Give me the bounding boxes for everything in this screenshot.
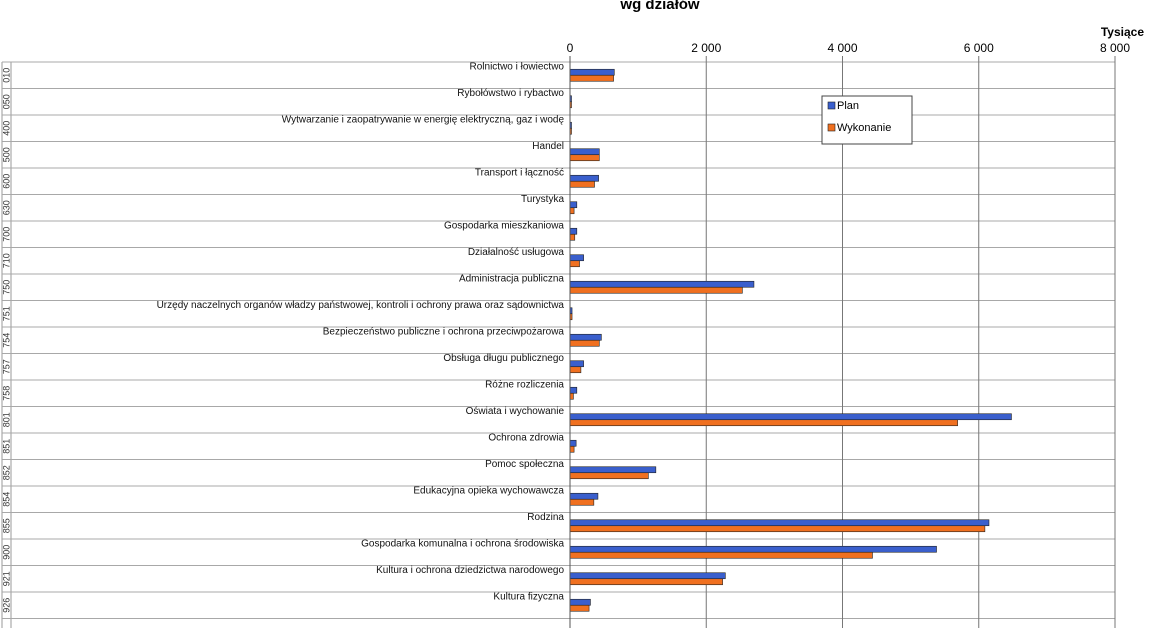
category-code: 757 (2, 359, 12, 374)
category-label: Różne rozliczenia (485, 379, 564, 390)
legend-entry: Plan (837, 100, 859, 112)
legend-swatch (827, 123, 836, 132)
bar-wykonanie (569, 74, 614, 82)
bar-wykonanie (569, 525, 986, 533)
bar-wykonanie (569, 419, 958, 427)
category-code: 926 (2, 598, 12, 613)
category-code: 630 (2, 200, 12, 215)
category-label: Oświata i wychowanie (466, 406, 565, 417)
chart-title: wg działów (619, 0, 700, 13)
x-tick-label: 2 000 (691, 41, 721, 55)
category-code: 921 (2, 571, 12, 586)
legend-swatch (827, 101, 836, 110)
category-code: 500 (2, 147, 12, 162)
bar-plan (569, 545, 937, 553)
x-axis-tick-labels: 0 2 000 4 000 6 000 8 000 (567, 41, 1131, 55)
legend-entry: Wykonanie (837, 122, 891, 134)
category-label: Ochrona zdrowia (488, 432, 564, 443)
category-code: 050 (2, 94, 12, 109)
category-label: Rybołówstwo i rybactwo (457, 88, 564, 99)
bar-plan (569, 466, 657, 474)
bar-wykonanie (569, 154, 600, 162)
category-label: Pomoc społeczna (485, 459, 564, 470)
category-code: 801 (2, 412, 12, 427)
legend-box (821, 95, 913, 145)
bar-plan (569, 519, 990, 527)
legend: Plan Wykonanie (821, 95, 913, 145)
x-tick-label: 6 000 (964, 41, 994, 55)
bar-plan (569, 386, 578, 394)
category-label: Rolnictwo i łowiectwo (470, 61, 565, 72)
category-code-column (1, 62, 12, 628)
category-label: Administracja publiczna (459, 273, 564, 284)
category-code: 751 (2, 306, 12, 321)
bar-wykonanie (569, 260, 580, 268)
bar-wykonanie (569, 498, 595, 506)
category-label: Gospodarka komunalna i ochrona środowisk… (361, 538, 564, 549)
bar-plan (569, 280, 755, 288)
bar-wykonanie (569, 445, 575, 453)
category-label: Transport i łączność (475, 167, 564, 178)
x-tick-label: 4 000 (827, 41, 857, 55)
bar-wykonanie (569, 392, 574, 400)
bar-plan (569, 174, 599, 182)
category-labels: Rolnictwo i łowiectwo Rybołówstwo i rybac… (157, 61, 565, 602)
category-code: 400 (2, 121, 12, 136)
bar-plan (569, 148, 600, 156)
bar-plan (569, 227, 578, 235)
category-code: 758 (2, 386, 12, 401)
x-tick-label: 8 000 (1100, 41, 1130, 55)
bar-plan (569, 413, 1012, 421)
category-code: 600 (2, 174, 12, 189)
bar-wykonanie (569, 551, 873, 559)
unit-label: Tysiące (1101, 25, 1144, 39)
category-label: Rodzina (527, 512, 564, 523)
category-code: 851 (2, 439, 12, 454)
bar-wykonanie (569, 339, 600, 347)
category-code: 854 (2, 492, 12, 507)
category-codes: 010 050 400 500 600 630 700 710 750 751 754 757 758 8… (2, 68, 12, 613)
bar-wykonanie (569, 604, 590, 612)
bar-wykonanie (569, 233, 576, 241)
category-label: Turystyka (521, 194, 564, 205)
category-code: 750 (2, 280, 12, 295)
category-code: 010 (2, 68, 12, 83)
category-label: Kultura fizyczna (493, 591, 564, 602)
bar-plan (569, 598, 591, 606)
gridlines (705, 56, 1116, 628)
category-code: 700 (2, 227, 12, 242)
category-label: Obsługa długu publicznego (443, 353, 564, 364)
category-label: Kultura i ochrona dziedzictwa narodowego (376, 565, 564, 576)
category-code: 754 (2, 333, 12, 348)
bar-wykonanie (569, 180, 595, 188)
category-label: Bezpieczeństwo publiczne i ochrona przec… (323, 326, 565, 337)
bar-wykonanie (569, 472, 649, 480)
row-separators (2, 61, 1115, 619)
category-label: Działalność usługowa (468, 247, 565, 258)
bar-wykonanie (569, 578, 723, 586)
bar-wykonanie (569, 286, 743, 294)
bar-plan (569, 68, 615, 76)
bars (569, 68, 1012, 612)
category-label: Handel (532, 141, 564, 152)
bar-plan (569, 254, 584, 262)
bar-plan (569, 572, 726, 580)
x-tick-label: 0 (567, 41, 574, 55)
bar-plan (569, 492, 599, 500)
category-code: 900 (2, 545, 12, 560)
bar-plan (569, 360, 584, 368)
category-label: Edukacyjna opieka wychowawcza (413, 485, 564, 496)
bar-plan (569, 201, 578, 209)
category-code: 710 (2, 253, 12, 268)
category-code: 852 (2, 465, 12, 480)
category-label: Urzędy naczelnych organów władzy państwo… (157, 300, 565, 311)
bar-plan (569, 439, 577, 447)
bar-plan (569, 333, 602, 341)
bar-wykonanie (569, 207, 575, 215)
category-label: Wytwarzanie i zaopatrywanie w energię el… (282, 114, 565, 125)
bar-wykonanie (569, 366, 582, 374)
category-code: 855 (2, 518, 12, 533)
category-label: Gospodarka mieszkaniowa (444, 220, 564, 231)
